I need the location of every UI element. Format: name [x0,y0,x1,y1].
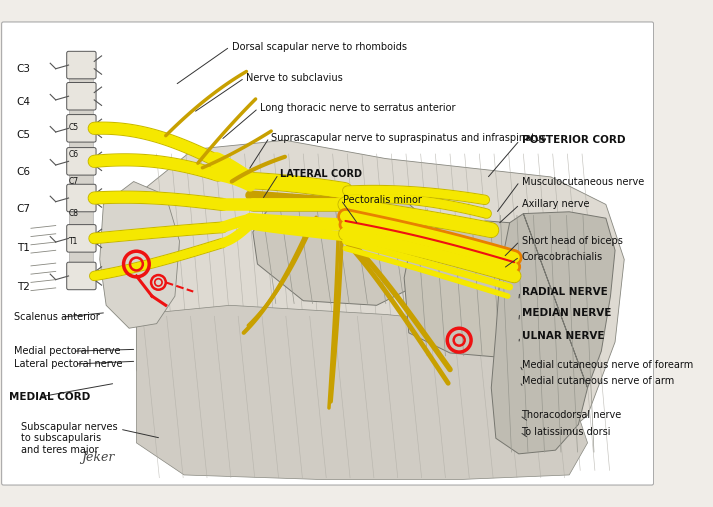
FancyBboxPatch shape [69,140,93,150]
Polygon shape [136,140,624,470]
Text: Axillary nerve: Axillary nerve [521,199,589,209]
Text: T2: T2 [17,282,30,292]
Text: T1: T1 [69,237,78,245]
FancyBboxPatch shape [67,225,96,252]
Polygon shape [491,212,615,454]
Text: Dorsal scapular nerve to rhomboids: Dorsal scapular nerve to rhomboids [232,42,407,52]
Polygon shape [100,182,180,328]
Text: C5: C5 [16,130,30,140]
Text: T1: T1 [17,243,30,254]
Text: C7: C7 [16,204,30,214]
FancyBboxPatch shape [69,108,93,117]
Text: MEDIAN NERVE: MEDIAN NERVE [521,308,611,318]
Text: Medial pectoral nerve: Medial pectoral nerve [14,346,121,356]
FancyBboxPatch shape [67,262,96,289]
FancyBboxPatch shape [69,173,93,186]
Text: Long thoracic nerve to serratus anterior: Long thoracic nerve to serratus anterior [260,103,456,113]
FancyBboxPatch shape [69,77,93,84]
Text: C6: C6 [69,150,79,159]
Text: C6: C6 [16,167,30,177]
Polygon shape [136,305,588,480]
FancyBboxPatch shape [67,148,96,175]
Text: Suprascapular nerve to supraspinatus and infraspinatus: Suprascapular nerve to supraspinatus and… [271,132,547,142]
Text: C5: C5 [69,123,79,132]
Text: Jeker: Jeker [81,451,115,464]
Text: C4: C4 [16,97,30,107]
Text: To latissimus dorsi: To latissimus dorsi [521,427,611,437]
Text: LATERAL CORD: LATERAL CORD [280,169,362,179]
FancyBboxPatch shape [67,115,96,142]
Text: ULNAR NERVE: ULNAR NERVE [521,332,604,342]
FancyBboxPatch shape [69,250,93,264]
Text: RADIAL NERVE: RADIAL NERVE [521,286,607,297]
Polygon shape [404,221,606,358]
FancyBboxPatch shape [1,22,654,485]
FancyBboxPatch shape [67,83,96,110]
Text: Subscapular nerves
to subscapularis
and teres major: Subscapular nerves to subscapularis and … [21,422,118,455]
Text: Medial cutaneous nerve of forearm: Medial cutaneous nerve of forearm [521,360,693,370]
Text: Musculocutaneous nerve: Musculocutaneous nerve [521,176,644,187]
Text: MEDIAL CORD: MEDIAL CORD [9,392,91,402]
Text: C8: C8 [69,209,79,218]
Text: Coracobrachialis: Coracobrachialis [521,251,602,262]
Text: Nerve to subclavius: Nerve to subclavius [247,73,343,83]
Text: Thoracodorsal nerve: Thoracodorsal nerve [521,410,622,420]
FancyBboxPatch shape [67,184,96,212]
Text: C7: C7 [69,177,79,186]
Text: C3: C3 [16,64,30,74]
FancyBboxPatch shape [67,51,96,79]
Text: Medial cutaneous nerve of arm: Medial cutaneous nerve of arm [521,376,674,386]
Text: POSTERIOR CORD: POSTERIOR CORD [521,135,625,145]
FancyBboxPatch shape [69,210,93,227]
Text: Lateral pectoral nerve: Lateral pectoral nerve [14,359,123,369]
Text: Scalenus anterior: Scalenus anterior [14,312,101,322]
Text: Short head of biceps: Short head of biceps [521,236,622,246]
Polygon shape [253,191,441,305]
Text: Pectoralis minor: Pectoralis minor [343,195,421,205]
